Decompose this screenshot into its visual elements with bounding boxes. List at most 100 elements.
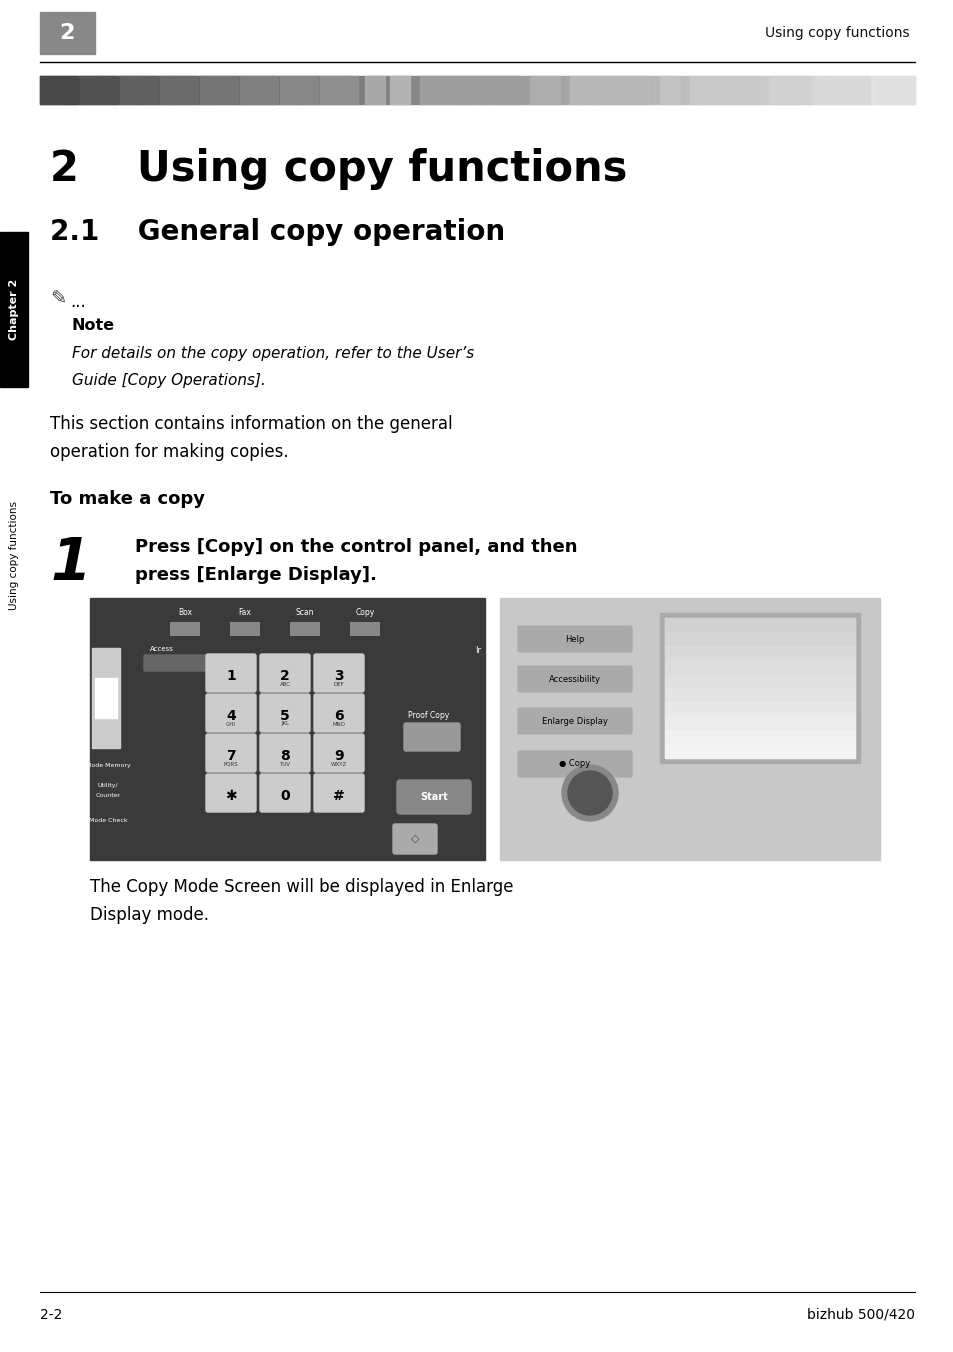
- Bar: [664, 717, 854, 730]
- Text: Help: Help: [565, 634, 584, 644]
- Text: This section contains information on the general: This section contains information on the…: [50, 415, 452, 433]
- Text: 2: 2: [280, 669, 290, 683]
- Bar: [419, 76, 519, 104]
- Text: To make a copy: To make a copy: [50, 489, 205, 508]
- Bar: [659, 612, 859, 763]
- Bar: [244, 76, 259, 104]
- Bar: [258, 76, 274, 104]
- FancyBboxPatch shape: [517, 708, 631, 734]
- Bar: [91, 648, 120, 748]
- Text: 2: 2: [59, 23, 74, 43]
- Text: ✎: ✎: [50, 289, 67, 310]
- Bar: [350, 622, 379, 635]
- Bar: [112, 76, 128, 104]
- Bar: [40, 76, 78, 104]
- Text: Mode Memory: Mode Memory: [86, 763, 131, 768]
- Text: Fax: Fax: [238, 608, 252, 617]
- FancyBboxPatch shape: [314, 654, 364, 692]
- Bar: [530, 76, 559, 104]
- Text: press [Enlarge Display].: press [Enlarge Display].: [135, 566, 376, 584]
- FancyBboxPatch shape: [314, 773, 364, 813]
- Bar: [783, 76, 798, 104]
- Text: Mode Check: Mode Check: [89, 818, 127, 823]
- Bar: [664, 702, 854, 717]
- Bar: [186, 76, 201, 104]
- Bar: [506, 76, 521, 104]
- Bar: [664, 675, 854, 688]
- Text: For details on the copy operation, refer to the User’s: For details on the copy operation, refer…: [71, 346, 474, 361]
- Text: Using copy functions: Using copy functions: [764, 26, 909, 41]
- Bar: [826, 76, 841, 104]
- Text: 7: 7: [226, 749, 235, 763]
- Text: Note: Note: [71, 318, 115, 333]
- Bar: [70, 76, 84, 104]
- Text: Counter: Counter: [95, 794, 120, 798]
- Bar: [664, 744, 854, 758]
- Text: 8: 8: [280, 749, 290, 763]
- Bar: [156, 76, 172, 104]
- Bar: [798, 76, 813, 104]
- Text: Copy: Copy: [355, 608, 375, 617]
- Text: Scan: Scan: [295, 608, 314, 617]
- Text: Using copy functions: Using copy functions: [9, 500, 19, 610]
- Bar: [696, 76, 711, 104]
- FancyBboxPatch shape: [517, 667, 631, 692]
- Text: 2.1    General copy operation: 2.1 General copy operation: [50, 218, 504, 246]
- Bar: [664, 688, 854, 702]
- FancyBboxPatch shape: [260, 734, 310, 772]
- Bar: [95, 677, 117, 718]
- FancyBboxPatch shape: [314, 694, 364, 731]
- Bar: [40, 76, 55, 104]
- Bar: [142, 76, 157, 104]
- Bar: [569, 76, 649, 104]
- Text: Enlarge Display: Enlarge Display: [541, 717, 607, 726]
- FancyBboxPatch shape: [260, 694, 310, 731]
- FancyBboxPatch shape: [206, 734, 255, 772]
- Bar: [492, 76, 507, 104]
- Text: Chapter 2: Chapter 2: [9, 279, 19, 341]
- Bar: [579, 76, 594, 104]
- Circle shape: [567, 771, 612, 815]
- Bar: [724, 76, 740, 104]
- Bar: [280, 76, 317, 104]
- Text: 3: 3: [334, 669, 343, 683]
- Text: 6: 6: [334, 708, 343, 723]
- FancyBboxPatch shape: [403, 723, 459, 750]
- FancyBboxPatch shape: [393, 823, 436, 854]
- Bar: [814, 76, 869, 104]
- Bar: [274, 76, 288, 104]
- Text: 9: 9: [334, 749, 343, 763]
- Text: Accessibility: Accessibility: [548, 675, 600, 684]
- Text: Start: Start: [419, 792, 447, 802]
- Bar: [365, 76, 385, 104]
- Bar: [120, 76, 158, 104]
- Bar: [128, 76, 142, 104]
- Text: 0: 0: [280, 790, 290, 803]
- Text: Guide [Copy Operations].: Guide [Copy Operations].: [71, 373, 266, 388]
- Bar: [550, 76, 565, 104]
- Text: The Copy Mode Screen will be displayed in Enlarge: The Copy Mode Screen will be displayed i…: [90, 877, 513, 896]
- Bar: [638, 76, 652, 104]
- Text: 2    Using copy functions: 2 Using copy functions: [50, 147, 627, 191]
- Text: TUV: TUV: [279, 761, 291, 767]
- Text: ✱: ✱: [225, 790, 236, 803]
- Bar: [870, 76, 885, 104]
- Bar: [80, 76, 118, 104]
- Text: GHI: GHI: [226, 722, 235, 726]
- Bar: [710, 76, 725, 104]
- FancyBboxPatch shape: [144, 654, 206, 671]
- Bar: [874, 76, 914, 104]
- Bar: [520, 76, 536, 104]
- Bar: [346, 76, 361, 104]
- Text: 5: 5: [280, 708, 290, 723]
- Text: Proof Copy: Proof Copy: [408, 711, 449, 721]
- FancyBboxPatch shape: [260, 773, 310, 813]
- Bar: [664, 660, 854, 675]
- Bar: [900, 76, 915, 104]
- FancyBboxPatch shape: [517, 750, 631, 777]
- Text: Display mode.: Display mode.: [90, 906, 209, 923]
- Bar: [390, 76, 405, 104]
- Bar: [375, 76, 390, 104]
- Text: MNO: MNO: [333, 722, 345, 726]
- Bar: [652, 76, 667, 104]
